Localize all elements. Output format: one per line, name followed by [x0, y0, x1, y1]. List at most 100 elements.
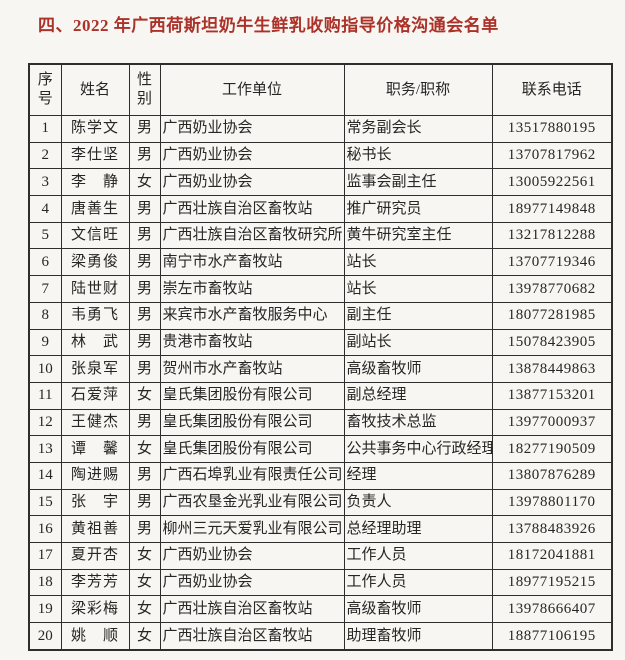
cell-no: 3 [28, 168, 62, 197]
cell-gender: 女 [128, 568, 161, 597]
cell-position: 负责人 [343, 488, 493, 517]
cell-position: 站长 [343, 275, 493, 303]
cell-position: 工作人员 [343, 568, 493, 597]
cell-position: 副站长 [343, 328, 493, 357]
table-row: 17 夏开杏 女 广西奶业协会 工作人员 18172041881 [28, 542, 613, 570]
cell-phone: 13978770682 [491, 275, 613, 303]
cell-phone: 13707719346 [491, 248, 613, 277]
cell-unit: 南宁市水产畜牧站 [159, 248, 345, 277]
table-row: 5 文信旺 男 广西壮族自治区畜牧研究所 黄牛研究室主任 13217812288 [28, 221, 613, 250]
cell-gender: 女 [128, 542, 161, 570]
table-row: 20 姚 顺 女 广西壮族自治区畜牧站 助理畜牧师 18877106195 [28, 622, 613, 651]
cell-phone: 13788483926 [491, 515, 613, 543]
cell-unit: 贵港市畜牧站 [159, 328, 345, 357]
cell-phone: 18977149848 [491, 195, 613, 223]
cell-name: 李 静 [60, 168, 130, 197]
cell-phone: 18077281985 [491, 301, 613, 330]
cell-no: 6 [28, 248, 62, 277]
cell-name: 张 宇 [60, 488, 130, 517]
cell-position: 工作人员 [343, 542, 493, 570]
cell-no: 13 [28, 435, 62, 463]
table-row: 10 张泉军 男 贺州市水产畜牧站 高级畜牧师 13878449863 [28, 355, 613, 383]
table-row: 14 陶进赐 男 广西石埠乳业有限责任公司 经理 13807876289 [28, 461, 613, 490]
cell-phone: 18172041881 [491, 542, 613, 570]
cell-name: 韦勇飞 [60, 301, 130, 330]
cell-phone: 13807876289 [491, 461, 613, 490]
cell-unit: 皇氏集团股份有限公司 [159, 435, 345, 463]
cell-position: 监事会副主任 [343, 168, 493, 197]
table-row: 7 陆世财 男 崇左市畜牧站 站长 13978770682 [28, 275, 613, 303]
table-row: 19 梁彩梅 女 广西壮族自治区畜牧站 高级畜牧师 13978666407 [28, 595, 613, 624]
cell-unit: 广西农垦金光乳业有限公司 [159, 488, 345, 517]
table-row: 6 梁勇俊 男 南宁市水产畜牧站 站长 13707719346 [28, 248, 613, 277]
cell-gender: 女 [128, 622, 161, 651]
cell-gender: 女 [128, 435, 161, 463]
cell-no: 14 [28, 461, 62, 490]
cell-name: 黄祖善 [60, 515, 130, 543]
cell-name: 夏开杏 [60, 542, 130, 570]
cell-no: 8 [28, 301, 62, 330]
cell-gender: 男 [128, 488, 161, 517]
cell-position: 经理 [343, 461, 493, 490]
table-row: 15 张 宇 男 广西农垦金光乳业有限公司 负责人 13978801170 [28, 488, 613, 517]
table-row: 13 谭 馨 女 皇氏集团股份有限公司 公共事务中心行政经理 182771905… [28, 435, 613, 463]
cell-unit: 广西奶业协会 [159, 168, 345, 197]
cell-name: 文信旺 [60, 221, 130, 250]
cell-unit: 皇氏集团股份有限公司 [159, 408, 345, 437]
cell-no: 5 [28, 221, 62, 250]
cell-phone: 15078423905 [491, 328, 613, 357]
header-row: 序号 姓名 性别 工作单位 职务/职称 联系电话 [28, 63, 613, 116]
cell-phone: 13517880195 [491, 115, 613, 143]
cell-gender: 女 [128, 168, 161, 197]
cell-gender: 男 [128, 408, 161, 437]
cell-gender: 男 [128, 221, 161, 250]
cell-name: 陆世财 [60, 275, 130, 303]
cell-position: 推广研究员 [343, 195, 493, 223]
table-row: 12 王健杰 男 皇氏集团股份有限公司 畜牧技术总监 13977000937 [28, 408, 613, 437]
cell-name: 陈学文 [60, 115, 130, 143]
cell-unit: 广西奶业协会 [159, 141, 345, 170]
cell-name: 姚 顺 [60, 622, 130, 651]
table-body: 1 陈学文 男 广西奶业协会 常务副会长 13517880195 2 李仕坚 男… [28, 115, 613, 651]
cell-no: 19 [28, 595, 62, 624]
cell-name: 陶进赐 [60, 461, 130, 490]
cell-gender: 男 [128, 248, 161, 277]
cell-gender: 男 [128, 141, 161, 170]
cell-unit: 广西壮族自治区畜牧站 [159, 622, 345, 651]
cell-unit: 广西石埠乳业有限责任公司 [159, 461, 345, 490]
cell-no: 7 [28, 275, 62, 303]
table-row: 2 李仕坚 男 广西奶业协会 秘书长 13707817962 [28, 141, 613, 170]
cell-no: 4 [28, 195, 62, 223]
cell-gender: 女 [128, 381, 161, 410]
cell-no: 11 [28, 381, 62, 410]
cell-position: 高级畜牧师 [343, 595, 493, 624]
cell-unit: 柳州三元天爱乳业有限公司 [159, 515, 345, 543]
cell-position: 副主任 [343, 301, 493, 330]
header-unit: 工作单位 [159, 63, 345, 116]
cell-gender: 男 [128, 328, 161, 357]
cell-gender: 男 [128, 301, 161, 330]
cell-position: 秘书长 [343, 141, 493, 170]
cell-gender: 男 [128, 515, 161, 543]
cell-phone: 13878449863 [491, 355, 613, 383]
cell-position: 常务副会长 [343, 115, 493, 143]
cell-position: 站长 [343, 248, 493, 277]
cell-position: 副总经理 [343, 381, 493, 410]
cell-gender: 女 [128, 595, 161, 624]
table-header: 序号 姓名 性别 工作单位 职务/职称 联系电话 [28, 63, 613, 116]
cell-no: 16 [28, 515, 62, 543]
table-row: 4 唐善生 男 广西壮族自治区畜牧站 推广研究员 18977149848 [28, 195, 613, 223]
cell-unit: 贺州市水产畜牧站 [159, 355, 345, 383]
table-row: 1 陈学文 男 广西奶业协会 常务副会长 13517880195 [28, 115, 613, 143]
cell-unit: 广西壮族自治区畜牧站 [159, 595, 345, 624]
cell-gender: 男 [128, 355, 161, 383]
header-name: 姓名 [60, 63, 130, 116]
cell-phone: 13978666407 [491, 595, 613, 624]
cell-name: 张泉军 [60, 355, 130, 383]
cell-position: 总经理助理 [343, 515, 493, 543]
cell-no: 12 [28, 408, 62, 437]
document-title: 四、2022 年广西荷斯坦奶牛生鲜乳收购指导价格沟通会名单 [38, 16, 499, 35]
cell-name: 李芳芳 [60, 568, 130, 597]
cell-name: 梁彩梅 [60, 595, 130, 624]
cell-position: 公共事务中心行政经理 [343, 435, 493, 463]
